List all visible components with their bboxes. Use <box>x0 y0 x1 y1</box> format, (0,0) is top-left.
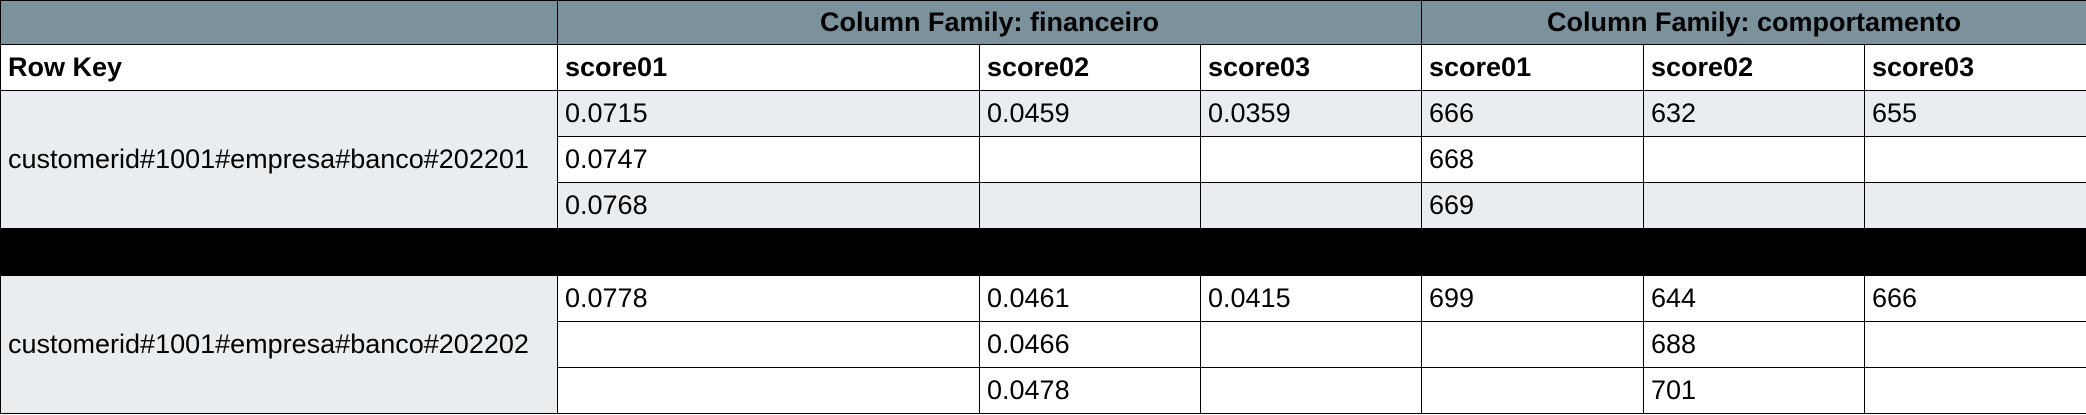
table-row: 0.0768 669 <box>1 182 2086 229</box>
row-key-header: Row Key <box>0 44 558 91</box>
cell <box>1643 182 1865 229</box>
column-header-row: Row Key score01 score02 score03 score01 … <box>0 44 2086 91</box>
row-key-cell: customerid#1001#empresa#banco#202202 <box>0 275 558 414</box>
cell <box>1421 367 1644 414</box>
cell <box>1863 321 2086 368</box>
column-header: score03 <box>1200 44 1422 91</box>
separator-bar <box>0 228 2086 276</box>
cell: 668 <box>1421 136 1644 183</box>
table-row: 0.0747 668 <box>1 136 2086 183</box>
table-row: 0.0478 701 <box>1 367 2086 414</box>
cell: 0.0478 <box>979 367 1201 414</box>
cell <box>1863 136 2086 183</box>
column-header: score01 <box>557 44 980 91</box>
cell: 701 <box>1643 367 1865 414</box>
cell: 666 <box>1863 275 2086 322</box>
group-separator <box>0 228 2086 276</box>
cell <box>1200 321 1422 368</box>
cell: 0.0747 <box>557 136 980 183</box>
column-family-financeiro: Column Family: financeiro <box>557 0 1422 45</box>
cell: 0.0466 <box>979 321 1201 368</box>
cell: 666 <box>1421 90 1644 137</box>
cell: 0.0715 <box>557 90 980 137</box>
cell: 0.0415 <box>1200 275 1422 322</box>
row-key-cell: customerid#1001#empresa#banco#202201 <box>0 90 558 229</box>
table-row: customerid#1001#empresa#banco#202201 0.0… <box>0 90 2086 229</box>
column-family-comportamento: Column Family: comportamento <box>1420 0 2086 45</box>
cell <box>979 182 1201 229</box>
cell <box>1863 367 2086 414</box>
cell <box>979 136 1201 183</box>
cell <box>1643 136 1865 183</box>
cell: 0.0359 <box>1200 90 1422 137</box>
cell <box>1200 367 1422 414</box>
column-header: score01 <box>1421 44 1644 91</box>
cell <box>1863 182 2086 229</box>
table-row: 0.0466 688 <box>1 321 2086 368</box>
column-family-header-row: Column Family: financeiro Column Family:… <box>0 0 2086 45</box>
cell: 0.0778 <box>557 275 980 322</box>
cell: 655 <box>1863 90 2086 137</box>
cell: 0.0459 <box>979 90 1201 137</box>
table-row: customerid#1001#empresa#banco#202202 0.0… <box>0 275 2086 414</box>
cell: 632 <box>1643 90 1865 137</box>
cell <box>1200 136 1422 183</box>
cell <box>1421 321 1644 368</box>
column-header: score02 <box>1643 44 1865 91</box>
cell: 0.0768 <box>557 182 980 229</box>
cell: 644 <box>1643 275 1865 322</box>
cell: 699 <box>1421 275 1644 322</box>
cell <box>557 321 980 368</box>
column-header: score03 <box>1863 44 2086 91</box>
cell: 669 <box>1421 182 1644 229</box>
cell <box>557 367 980 414</box>
header-corner-cell <box>0 0 558 45</box>
cell <box>1200 182 1422 229</box>
cell: 0.0461 <box>979 275 1201 322</box>
column-header: score02 <box>979 44 1201 91</box>
cell: 688 <box>1643 321 1865 368</box>
